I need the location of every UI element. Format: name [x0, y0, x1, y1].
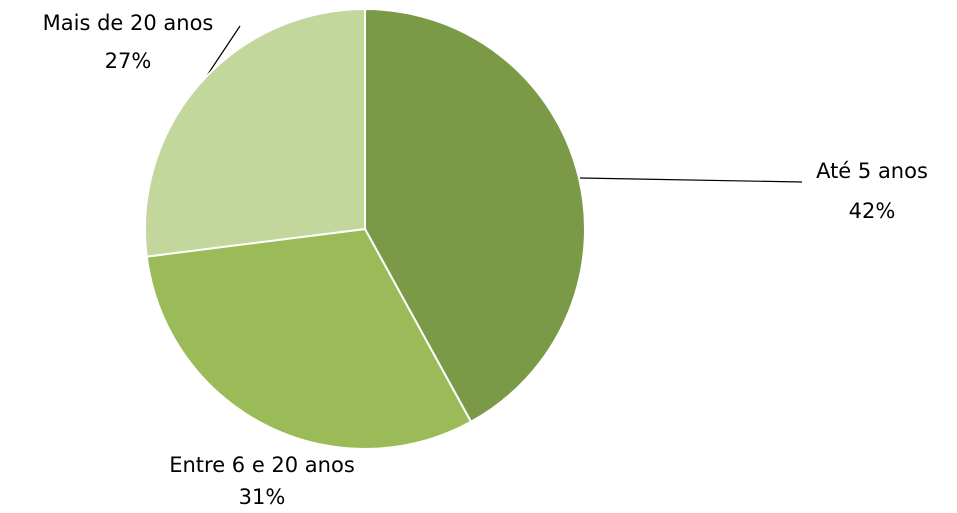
- pie-slice: [145, 227, 473, 450]
- slice-value-label: 42%: [849, 199, 896, 223]
- slice-value-label: 27%: [105, 49, 152, 73]
- pie-slice: [364, 7, 586, 424]
- pie-slice: [144, 7, 366, 258]
- leader-line: [579, 177, 803, 183]
- slice-label: Até 5 anos: [816, 159, 928, 183]
- slice-label: Mais de 20 anos: [43, 11, 214, 35]
- slice-label: Entre 6 e 20 anos: [169, 453, 355, 477]
- slice-value-label: 31%: [239, 485, 286, 509]
